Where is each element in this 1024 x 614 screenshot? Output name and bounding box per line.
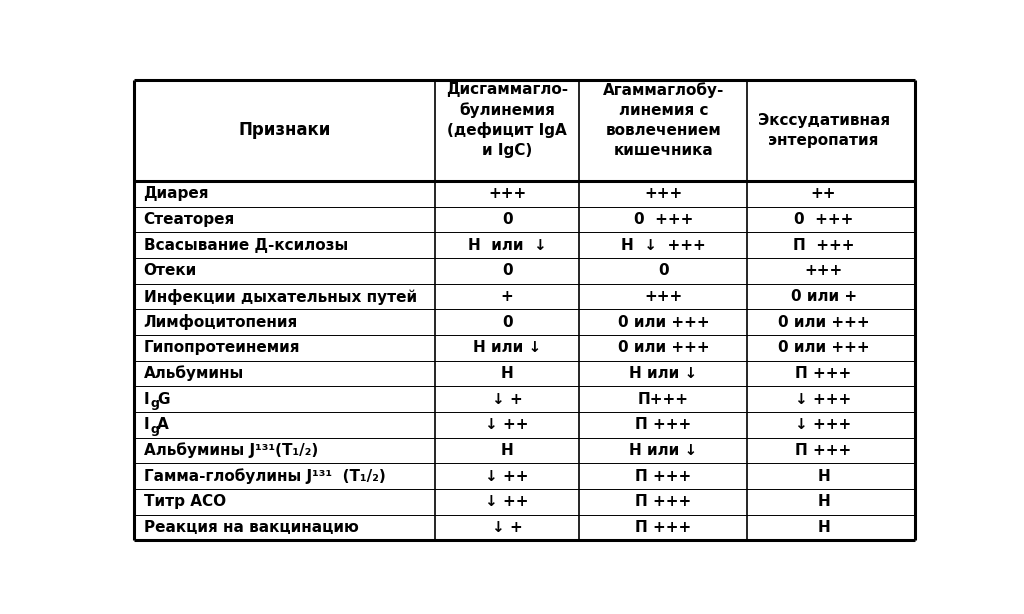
Text: Экссудативная: Экссудативная xyxy=(758,113,890,128)
Text: П +++: П +++ xyxy=(635,418,691,432)
Text: ↓ ++: ↓ ++ xyxy=(485,494,529,510)
Text: I: I xyxy=(143,392,150,406)
Text: Н или ↓: Н или ↓ xyxy=(473,340,542,356)
Text: Всасывание Д-ксилозы: Всасывание Д-ксилозы xyxy=(143,238,348,253)
Text: +: + xyxy=(501,289,514,304)
Text: Гамма-глобулины J¹³¹  (T₁/₂): Гамма-глобулины J¹³¹ (T₁/₂) xyxy=(143,468,385,484)
Text: +++: +++ xyxy=(805,263,843,278)
Text: 0  +++: 0 +++ xyxy=(794,212,853,227)
Text: Диарея: Диарея xyxy=(143,187,209,201)
Text: П +++: П +++ xyxy=(635,494,691,510)
Text: I: I xyxy=(143,418,150,432)
Text: +++: +++ xyxy=(644,289,683,304)
Text: П +++: П +++ xyxy=(796,366,852,381)
Text: Титр АСО: Титр АСО xyxy=(143,494,225,510)
Text: ↓ +: ↓ + xyxy=(492,392,522,406)
Text: ↓ ++: ↓ ++ xyxy=(485,418,529,432)
Text: Н  или  ↓: Н или ↓ xyxy=(468,238,547,253)
Text: ++: ++ xyxy=(811,187,837,201)
Text: вовлечением: вовлечением xyxy=(605,123,721,138)
Text: +++: +++ xyxy=(644,187,683,201)
Text: 0: 0 xyxy=(502,315,513,330)
Text: Н или ↓: Н или ↓ xyxy=(630,366,697,381)
Text: g: g xyxy=(151,397,159,410)
Text: 0: 0 xyxy=(502,263,513,278)
Text: Стеаторея: Стеаторея xyxy=(143,212,234,227)
Text: Инфекции дыхательных путей: Инфекции дыхательных путей xyxy=(143,289,417,305)
Text: Реакция на вакцинацию: Реакция на вакцинацию xyxy=(143,520,358,535)
Text: Н: Н xyxy=(817,494,830,510)
Text: ↓ +: ↓ + xyxy=(492,520,522,535)
Text: Н: Н xyxy=(501,366,514,381)
Text: 0 или +++: 0 или +++ xyxy=(778,340,869,356)
Text: 0 или +++: 0 или +++ xyxy=(617,340,710,356)
Text: П +++: П +++ xyxy=(796,443,852,458)
Text: и IgC): и IgC) xyxy=(482,143,532,158)
Text: Лимфоцитопения: Лимфоцитопения xyxy=(143,314,298,330)
Text: энтеропатия: энтеропатия xyxy=(768,133,879,148)
Text: П +++: П +++ xyxy=(635,468,691,484)
Text: Н: Н xyxy=(817,520,830,535)
Text: g: g xyxy=(151,423,159,436)
Text: ↓ +++: ↓ +++ xyxy=(796,418,852,432)
Text: линемия с: линемия с xyxy=(618,103,709,118)
Text: П+++: П+++ xyxy=(638,392,689,406)
Text: Н или ↓: Н или ↓ xyxy=(630,443,697,458)
Text: 0: 0 xyxy=(658,263,669,278)
Text: Альбумины: Альбумины xyxy=(143,366,244,381)
Text: Н  ↓  +++: Н ↓ +++ xyxy=(622,238,706,253)
Text: Отеки: Отеки xyxy=(143,263,197,278)
Text: (дефицит IgA: (дефицит IgA xyxy=(447,122,567,139)
Text: G: G xyxy=(157,392,170,406)
Text: +++: +++ xyxy=(488,187,526,201)
Text: 0 или +++: 0 или +++ xyxy=(617,315,710,330)
Text: 0 или +: 0 или + xyxy=(791,289,857,304)
Text: ↓ +++: ↓ +++ xyxy=(796,392,852,406)
Text: Н: Н xyxy=(501,443,514,458)
Text: Дисгаммагло-: Дисгаммагло- xyxy=(446,82,568,98)
Text: Гипопротеинемия: Гипопротеинемия xyxy=(143,340,300,356)
Text: 0 или +++: 0 или +++ xyxy=(778,315,869,330)
Text: 0  +++: 0 +++ xyxy=(634,212,693,227)
Text: кишечника: кишечника xyxy=(613,143,714,158)
Text: 0: 0 xyxy=(502,212,513,227)
Text: Н: Н xyxy=(817,468,830,484)
Text: ↓ ++: ↓ ++ xyxy=(485,468,529,484)
Text: П  +++: П +++ xyxy=(793,238,854,253)
Text: П +++: П +++ xyxy=(635,520,691,535)
Text: булинемия: булинемия xyxy=(460,103,555,118)
Text: Агаммаглобу-: Агаммаглобу- xyxy=(603,82,724,98)
Text: Альбумины J¹³¹(T₁/₂): Альбумины J¹³¹(T₁/₂) xyxy=(143,443,317,459)
Text: Признаки: Признаки xyxy=(239,122,331,139)
Text: A: A xyxy=(157,418,169,432)
